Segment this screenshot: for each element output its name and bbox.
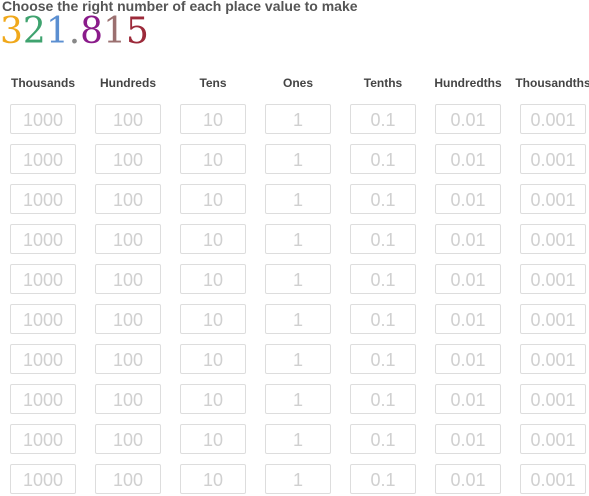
tile-thousandths[interactable]: 0.001 [520, 424, 586, 454]
target-digit: 1 [103, 11, 126, 52]
tile-tenths[interactable]: 0.1 [350, 344, 416, 374]
tile-tenths[interactable]: 0.1 [350, 224, 416, 254]
tile-ones[interactable]: 1 [265, 144, 331, 174]
tile-hundredths[interactable]: 0.01 [435, 224, 501, 254]
column-header-tens: Tens [199, 76, 227, 90]
tile-tens[interactable]: 10 [180, 264, 246, 294]
tile-ones[interactable]: 1 [265, 464, 331, 494]
tile-tenths[interactable]: 0.1 [350, 304, 416, 334]
tile-tenths[interactable]: 0.1 [350, 464, 416, 494]
tile-tens[interactable]: 10 [180, 424, 246, 454]
tile-thousands[interactable]: 1000 [10, 384, 76, 414]
tile-thousandths[interactable]: 0.001 [520, 104, 586, 134]
tile-thousandths[interactable]: 0.001 [520, 304, 586, 334]
tile-hundredths[interactable]: 0.01 [435, 344, 501, 374]
prompt-text: Choose the right number of each place va… [2, 0, 358, 14]
column-header-thousandths: Thousandths [515, 76, 589, 90]
tile-hundreds[interactable]: 100 [95, 424, 161, 454]
tile-hundredths[interactable]: 0.01 [435, 304, 501, 334]
target-digit: 8 [80, 11, 104, 52]
tile-thousandths[interactable]: 0.001 [520, 464, 586, 494]
tile-ones[interactable]: 1 [265, 104, 331, 134]
tile-ones[interactable]: 1 [265, 424, 331, 454]
tile-tenths[interactable]: 0.1 [350, 384, 416, 414]
column-header-hundreds: Hundreds [99, 76, 156, 90]
tile-hundredths[interactable]: 0.01 [435, 384, 501, 414]
column-header-hundredths: Hundredths [434, 76, 502, 90]
tile-thousands[interactable]: 1000 [10, 464, 76, 494]
target-digit: 5 [125, 11, 149, 52]
tile-tens[interactable]: 10 [180, 464, 246, 494]
tile-hundredths[interactable]: 0.01 [435, 264, 501, 294]
tile-hundreds[interactable]: 100 [95, 464, 161, 494]
tile-tenths[interactable]: 0.1 [350, 104, 416, 134]
column-header-tenths: Tenths [363, 76, 403, 90]
tile-hundreds[interactable]: 100 [95, 344, 161, 374]
column-header-thousands: Thousands [10, 76, 75, 90]
tile-hundreds[interactable]: 100 [95, 104, 161, 134]
target-digit: 1 [45, 11, 69, 52]
tile-hundreds[interactable]: 100 [95, 224, 161, 254]
tile-thousands[interactable]: 1000 [10, 224, 76, 254]
tile-thousands[interactable]: 1000 [10, 344, 76, 374]
target-digit: 2 [22, 11, 46, 52]
tile-tenths[interactable]: 0.1 [350, 424, 416, 454]
tile-hundreds[interactable]: 100 [95, 184, 161, 214]
column-headers: Thousands Hundreds Tens Ones Tenths Hundredth… [0, 76, 589, 94]
target-number: 321.815 [0, 12, 149, 52]
tile-thousands[interactable]: 1000 [10, 424, 76, 454]
tile-thousandths[interactable]: 0.001 [520, 264, 586, 294]
tile-ones[interactable]: 1 [265, 304, 331, 334]
target-digit: . [68, 11, 81, 52]
tile-hundredths[interactable]: 0.01 [435, 464, 501, 494]
tile-hundredths[interactable]: 0.01 [435, 104, 501, 134]
tile-thousandths[interactable]: 0.001 [520, 144, 586, 174]
tile-tens[interactable]: 10 [180, 184, 246, 214]
tile-tens[interactable]: 10 [180, 144, 246, 174]
tile-thousandths[interactable]: 0.001 [520, 344, 586, 374]
tile-hundredths[interactable]: 0.01 [435, 424, 501, 454]
tile-thousandths[interactable]: 0.001 [520, 384, 586, 414]
tile-tenths[interactable]: 0.1 [350, 144, 416, 174]
tile-thousands[interactable]: 1000 [10, 104, 76, 134]
tile-hundredths[interactable]: 0.01 [435, 184, 501, 214]
tile-ones[interactable]: 1 [265, 264, 331, 294]
tile-thousands[interactable]: 1000 [10, 264, 76, 294]
tile-thousandths[interactable]: 0.001 [520, 224, 586, 254]
tile-tens[interactable]: 10 [180, 384, 246, 414]
tile-thousands[interactable]: 1000 [10, 304, 76, 334]
tile-thousands[interactable]: 1000 [10, 144, 76, 174]
tile-grid: 1000 100 10 1 0.1 0.01 0.001 1000 100 10 1 0.1 0.01 0… [0, 104, 589, 496]
target-digit: 3 [0, 11, 23, 52]
tile-tens[interactable]: 10 [180, 304, 246, 334]
tile-tenths[interactable]: 0.1 [350, 264, 416, 294]
tile-hundredths[interactable]: 0.01 [435, 144, 501, 174]
tile-ones[interactable]: 1 [265, 344, 331, 374]
tile-tenths[interactable]: 0.1 [350, 184, 416, 214]
tile-thousandths[interactable]: 0.001 [520, 184, 586, 214]
column-header-ones: Ones [282, 76, 313, 90]
tile-ones[interactable]: 1 [265, 384, 331, 414]
tile-ones[interactable]: 1 [265, 224, 331, 254]
tile-hundreds[interactable]: 100 [95, 304, 161, 334]
tile-tens[interactable]: 10 [180, 344, 246, 374]
tile-hundreds[interactable]: 100 [95, 384, 161, 414]
tile-hundreds[interactable]: 100 [95, 264, 161, 294]
tile-ones[interactable]: 1 [265, 184, 331, 214]
tile-hundreds[interactable]: 100 [95, 144, 161, 174]
tile-tens[interactable]: 10 [180, 224, 246, 254]
tile-tens[interactable]: 10 [180, 104, 246, 134]
tile-thousands[interactable]: 1000 [10, 184, 76, 214]
